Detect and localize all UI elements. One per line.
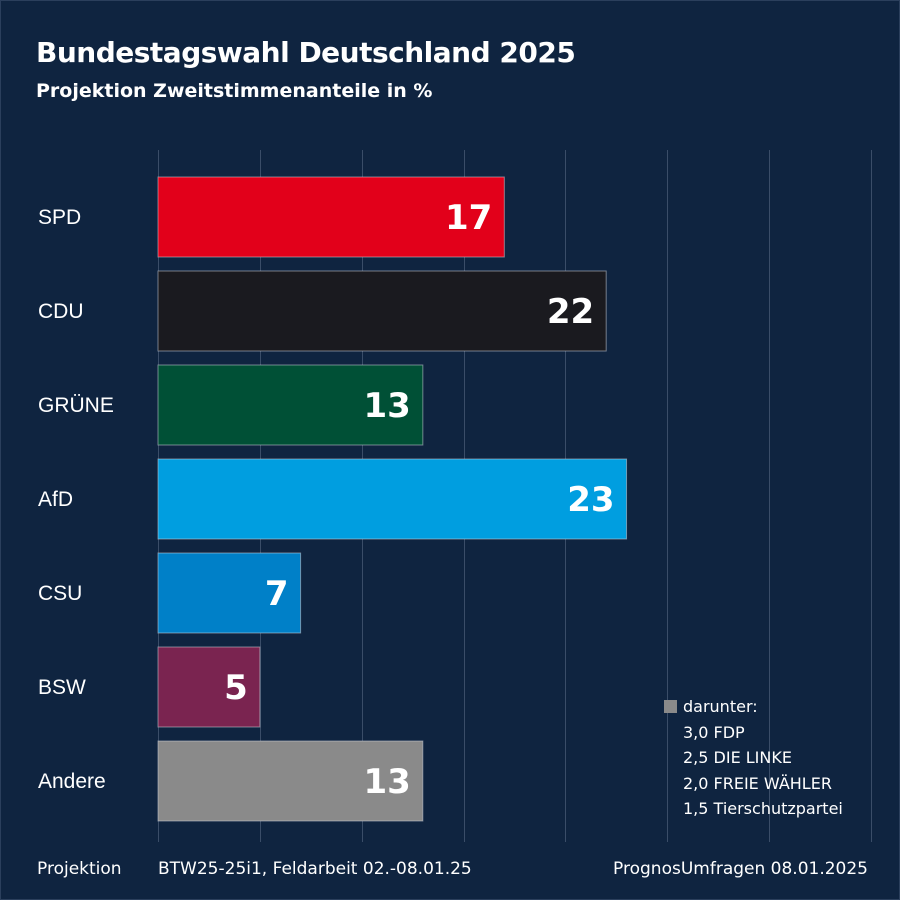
value-label: 13 <box>364 762 411 802</box>
note-heading: darunter: <box>683 697 758 716</box>
bar-csu <box>157 552 302 634</box>
footer-source: PrognosUmfragen 08.01.2025 <box>613 859 868 879</box>
bar-bsw <box>157 646 261 728</box>
category-label: SPD <box>38 206 81 229</box>
bar-andere <box>157 740 424 822</box>
chart-title: Bundestagswahl Deutschland 2025 <box>36 36 576 69</box>
value-label: 22 <box>547 292 594 332</box>
category-label: CDU <box>38 300 84 323</box>
value-label: 23 <box>567 480 614 520</box>
bar-cdu <box>157 270 607 352</box>
value-label: 17 <box>445 198 492 238</box>
note-item: 1,5 Tierschutzpartei <box>683 799 843 818</box>
value-label: 7 <box>265 574 289 614</box>
note-item: 3,0 FDP <box>683 722 745 742</box>
bar-afd <box>157 458 628 540</box>
value-label: 5 <box>224 668 248 708</box>
bar-spd <box>157 176 505 258</box>
value-label: 13 <box>364 386 411 426</box>
others-breakdown-note: darunter: 3,0 FDP 2,5 DIE LINKE 2,0 FREI… <box>664 694 843 822</box>
footer-projection-label: Projektion <box>37 859 122 879</box>
note-item: 2,5 DIE LINKE <box>683 748 792 767</box>
category-label: AfD <box>38 488 73 511</box>
chart-subtitle: Projektion Zweitstimmenanteile in % <box>36 80 433 102</box>
category-label: BSW <box>38 676 86 699</box>
category-label: CSU <box>38 582 82 605</box>
others-swatch <box>664 700 677 714</box>
note-item: 2,0 FREIE WÄHLER <box>683 773 832 793</box>
footer-fieldwork: BTW25-25i1, Feldarbeit 02.-08.01.25 <box>158 859 472 879</box>
category-label: GRÜNE <box>38 394 114 417</box>
bar-grüne <box>157 364 424 446</box>
category-label: Andere <box>38 770 106 793</box>
